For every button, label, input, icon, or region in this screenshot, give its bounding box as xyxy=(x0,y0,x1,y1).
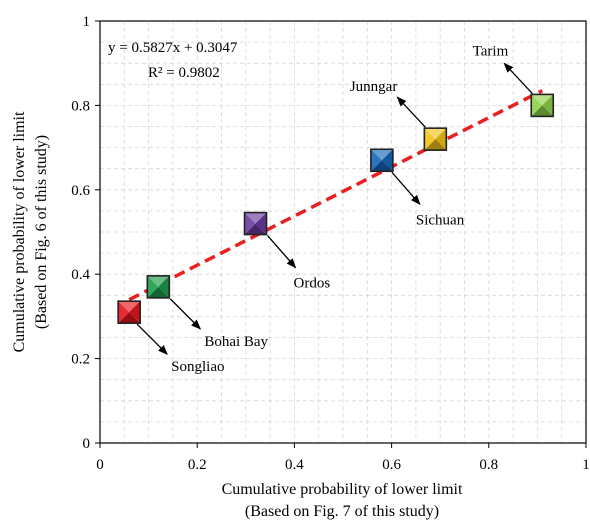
point-annotations: Songliao Bohai Bay Ordos Sichuan Junngar Tari… xyxy=(136,43,533,375)
x-tick-label: 0.8 xyxy=(479,457,498,473)
arrow-bohai-bay xyxy=(169,298,202,330)
y-tick-label: 0.6 xyxy=(71,183,90,199)
x-tick-label: 0.6 xyxy=(382,457,401,473)
point-label-bohai-bay: Bohai Bay xyxy=(204,334,268,350)
x-tick-label: 0.2 xyxy=(188,457,207,473)
y-tick-label: 0.4 xyxy=(71,267,90,283)
y-tick-label: 0 xyxy=(83,436,91,452)
point-label-junngar: Junngar xyxy=(350,79,398,95)
arrow-sichuan xyxy=(391,171,421,206)
x-tick-label: 0 xyxy=(96,457,104,473)
y-tick-label: 0.2 xyxy=(71,352,90,368)
grid xyxy=(100,21,586,443)
arrow-ordos xyxy=(267,235,297,269)
data-point-bohai-bay xyxy=(146,275,171,299)
trendline-group xyxy=(128,89,544,302)
data-point-songliao xyxy=(117,300,141,324)
y-tick-label: 1 xyxy=(83,14,91,30)
arrow-tarim xyxy=(503,62,533,94)
data-point-tarim xyxy=(530,93,555,118)
arrow-songliao xyxy=(136,323,168,355)
x-tick-label: 1 xyxy=(582,457,590,473)
point-label-sichuan: Sichuan xyxy=(416,212,465,228)
data-points xyxy=(117,93,555,324)
r-squared-value: R² = 0.9802 xyxy=(148,65,220,81)
trendline-equation: y = 0.5827x + 0.3047 xyxy=(108,40,238,56)
point-label-tarim: Tarim xyxy=(473,43,509,59)
arrow-junngar xyxy=(396,96,426,128)
x-axis-title-line1: Cumulative probability of lower limit xyxy=(222,481,463,498)
trendline xyxy=(128,89,544,302)
x-axis-title-line2: (Based on Fig. 7 of this study) xyxy=(245,503,439,520)
data-point-sichuan xyxy=(370,148,394,173)
y-axis-title-line2: (Based on Fig. 6 of this study) xyxy=(33,135,50,329)
y-axis-title-line1: Cumulative probability of lower limit xyxy=(11,111,28,352)
data-point-ordos xyxy=(243,211,268,236)
axes: 0 0.2 0.4 0.6 0.8 1 0 0.2 0.4 0.6 0.8 1 xyxy=(71,14,590,473)
x-tick-label: 0.4 xyxy=(285,457,304,473)
point-label-songliao: Songliao xyxy=(171,359,224,375)
y-tick-label: 0.8 xyxy=(71,98,90,114)
data-point-junngar xyxy=(423,127,448,151)
point-label-ordos: Ordos xyxy=(294,276,331,292)
plot-frame xyxy=(99,20,587,444)
